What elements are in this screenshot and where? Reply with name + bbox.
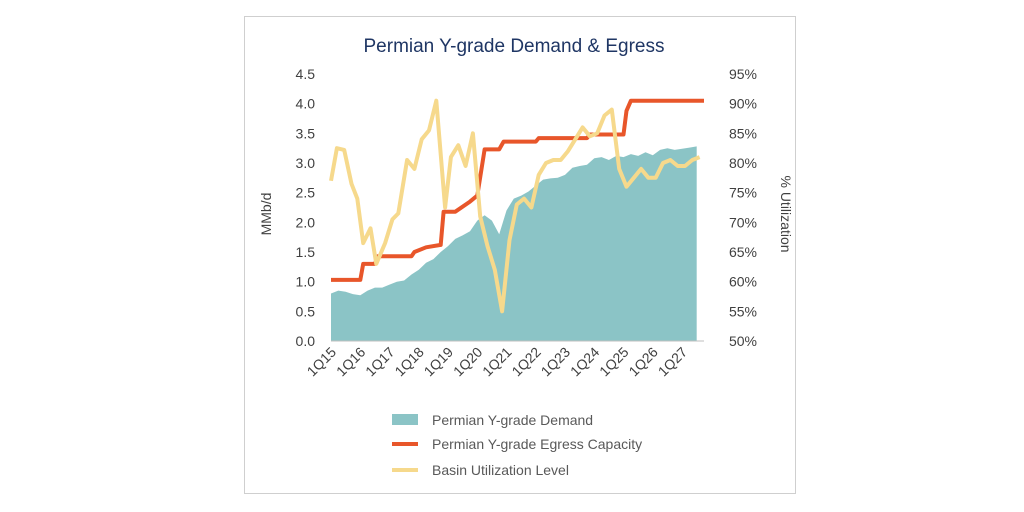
x-tick-label: 1Q25 [596, 344, 632, 380]
y-axis-ticks: 0.0 0.5 1.0 1.5 2.0 2.5 3.0 3.5 4.0 4.5 [296, 66, 316, 349]
utilization-line [329, 98, 701, 314]
x-tick-label: 1Q21 [479, 344, 515, 380]
y2-tick-label: 95% [729, 66, 757, 82]
y-axis-label: MMb/d [258, 193, 274, 236]
y-tick-label: 4.5 [296, 66, 316, 82]
y2-tick-label: 55% [729, 303, 757, 319]
plot-area [329, 98, 704, 341]
y-tick-label: 0.0 [296, 333, 316, 349]
x-tick-label: 1Q19 [421, 344, 457, 380]
x-tick-label: 1Q23 [538, 344, 574, 380]
legend-swatch-utilization [392, 468, 418, 472]
x-tick-label: 1Q20 [450, 344, 486, 380]
x-tick-label: 1Q17 [362, 344, 398, 380]
x-tick-label: 1Q16 [333, 344, 369, 380]
y2-axis-label: % Utilization [778, 175, 794, 252]
y2-axis-ticks: 50% 55% 60% 65% 70% 75% 80% 85% 90% 95% [729, 66, 757, 349]
y-tick-label: 2.0 [296, 214, 316, 230]
legend-swatch-egress [392, 442, 418, 446]
y2-tick-label: 65% [729, 244, 757, 260]
x-tick-label: 1Q18 [391, 344, 427, 380]
demand-area [331, 146, 697, 341]
y2-tick-label: 75% [729, 185, 757, 201]
chart-frame: Permian Y-grade Demand & Egress 0.0 0.5 1.… [244, 16, 796, 494]
y-tick-label: 1.5 [296, 244, 316, 260]
y-tick-label: 2.5 [296, 185, 316, 201]
y-tick-label: 3.0 [296, 155, 316, 171]
y-tick-label: 1.0 [296, 274, 316, 290]
y2-tick-label: 80% [729, 155, 757, 171]
y2-tick-label: 85% [729, 125, 757, 141]
y2-tick-label: 70% [729, 214, 757, 230]
x-tick-label: 1Q24 [567, 344, 603, 380]
legend-swatch-demand [392, 414, 418, 425]
x-tick-label: 1Q22 [508, 344, 544, 380]
x-tick-label: 1Q27 [655, 344, 691, 380]
legend-label-demand: Permian Y-grade Demand [432, 412, 593, 428]
y2-tick-label: 90% [729, 96, 757, 112]
x-tick-label: 1Q26 [625, 344, 661, 380]
legend-label-utilization: Basin Utilization Level [432, 462, 569, 478]
y-tick-label: 0.5 [296, 303, 316, 319]
legend-label-egress: Permian Y-grade Egress Capacity [432, 436, 642, 452]
x-tick-label: 1Q15 [304, 344, 340, 380]
chart-svg: Permian Y-grade Demand & Egress 0.0 0.5 1.… [258, 36, 794, 478]
y-tick-label: 4.0 [296, 96, 316, 112]
legend: Permian Y-grade Demand Permian Y-grade E… [392, 412, 642, 478]
y-tick-label: 3.5 [296, 125, 316, 141]
chart-title: Permian Y-grade Demand & Egress [364, 36, 665, 57]
y2-tick-label: 50% [729, 333, 757, 349]
y2-tick-label: 60% [729, 274, 757, 290]
x-axis-ticks: 1Q151Q161Q171Q181Q191Q201Q211Q221Q231Q24… [304, 344, 691, 380]
